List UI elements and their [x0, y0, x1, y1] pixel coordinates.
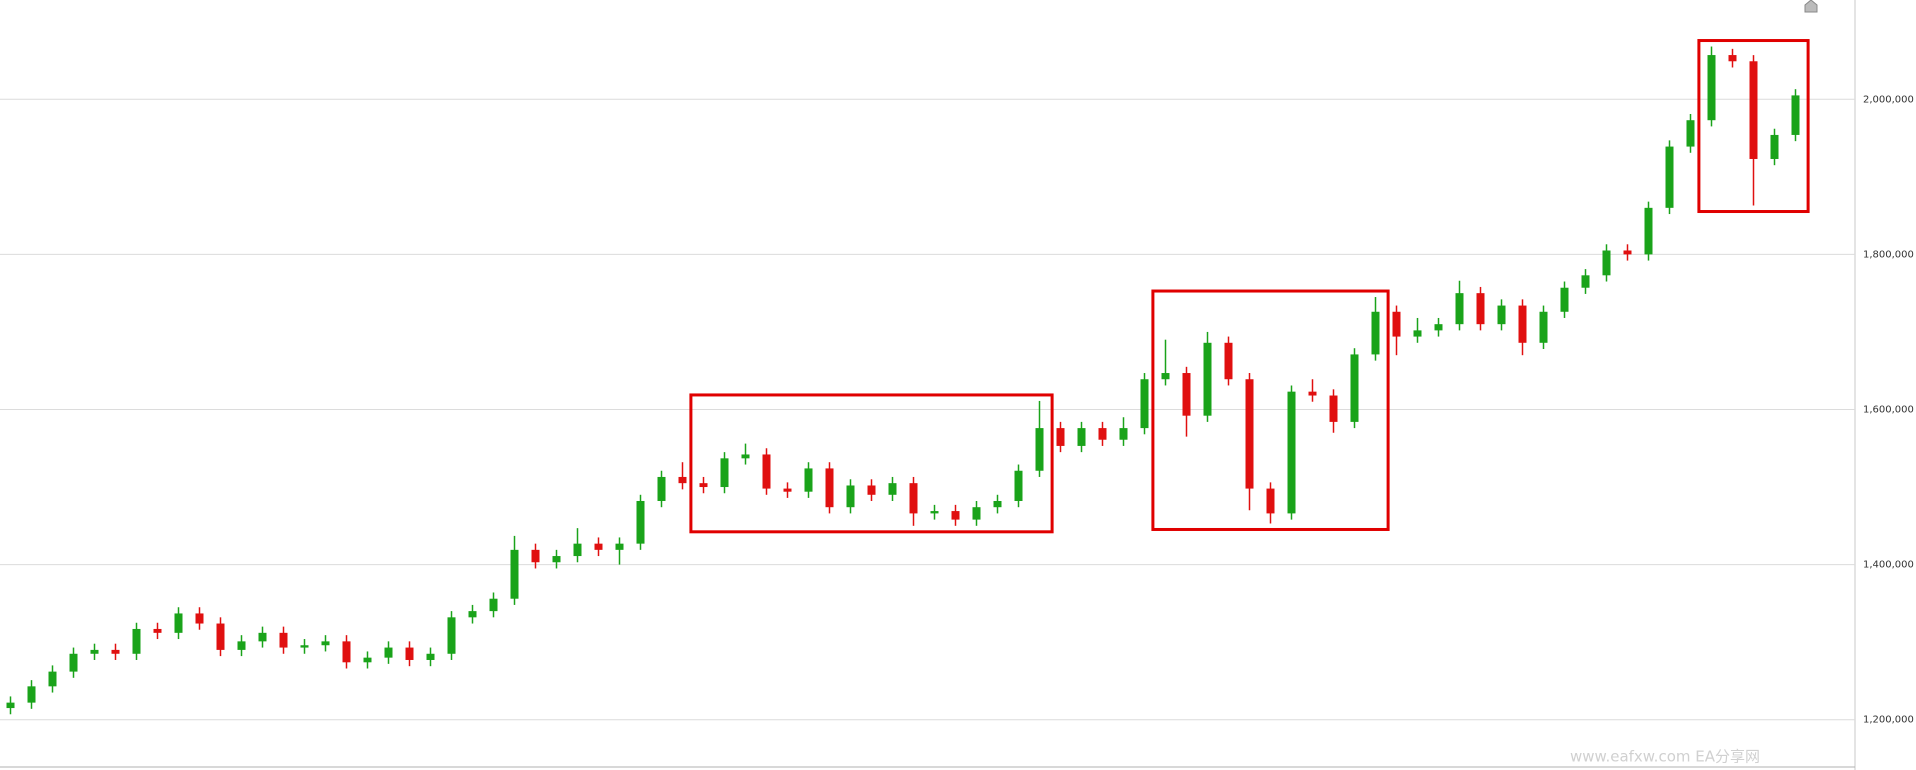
candle-body [1791, 95, 1800, 135]
candle-body [972, 507, 981, 520]
candle-body [1245, 379, 1254, 489]
candle-body [1623, 250, 1632, 255]
candle-body [27, 686, 36, 703]
candle-body [1560, 287, 1569, 312]
candle-body [1035, 428, 1044, 471]
candle-body [678, 476, 687, 484]
y-tick-label: 2,000,000 [1863, 94, 1914, 105]
candle-body [1056, 428, 1065, 446]
candle-body [1182, 373, 1191, 416]
watermark: www.eafxw.com EA分享网 [1570, 748, 1760, 766]
candle-body [720, 458, 729, 488]
candle-body [1266, 488, 1275, 514]
candle-body [132, 628, 141, 654]
candle-body [993, 500, 1002, 508]
candle-body [1518, 305, 1527, 343]
candle-body [1224, 342, 1233, 380]
candle-body [1539, 311, 1548, 343]
candle-body [1497, 305, 1506, 325]
candle-body [825, 468, 834, 508]
candle-body [1455, 293, 1464, 325]
y-tick-label: 1,200,000 [1863, 715, 1914, 726]
candle-body [216, 623, 225, 650]
candle-body [699, 483, 708, 488]
candle-body [741, 454, 750, 459]
candle-body [90, 649, 99, 654]
candle-body [951, 511, 960, 520]
candle-body [1077, 428, 1086, 446]
candle-body [1749, 61, 1758, 159]
candle-body [636, 500, 645, 544]
candle-body [405, 647, 414, 660]
candle-body [489, 598, 498, 612]
candle-body [1707, 55, 1716, 121]
candle-body [531, 549, 540, 563]
candle-body [1581, 275, 1590, 288]
candle-body [1392, 311, 1401, 337]
candle-body [888, 483, 897, 495]
candle-body [1770, 134, 1779, 159]
candle-body [657, 476, 666, 501]
candle-body [1329, 395, 1338, 422]
candle-body [510, 549, 519, 599]
candle-body [573, 543, 582, 557]
candle-body [1371, 311, 1380, 355]
candle-body [1434, 324, 1443, 331]
y-tick-label: 1,600,000 [1863, 404, 1914, 415]
candle-body [1728, 55, 1737, 62]
candle-body [909, 483, 918, 514]
candle-body [1413, 330, 1422, 337]
candle-body [300, 645, 309, 648]
home-icon[interactable] [1804, 0, 1818, 13]
candle-body [1665, 146, 1674, 208]
candle-body [930, 511, 939, 514]
candle-body [1014, 470, 1023, 501]
candle-body [1287, 391, 1296, 514]
candle-body [237, 641, 246, 650]
candle-body [426, 653, 435, 660]
highlight-box [689, 393, 1054, 534]
candle-body [468, 611, 477, 618]
candle-body [762, 454, 771, 489]
candle-body [783, 488, 792, 492]
candle-body [153, 628, 162, 633]
candle-body [321, 641, 330, 646]
candle-body [615, 543, 624, 550]
y-tick-label: 1,400,000 [1863, 560, 1914, 571]
candle-body [1203, 342, 1212, 416]
candle-body [174, 613, 183, 633]
candle-body [1119, 428, 1128, 440]
candle-body [384, 647, 393, 658]
candle-body [1140, 379, 1149, 429]
candle-body [6, 702, 15, 709]
candle-body [111, 649, 120, 654]
candle-body [846, 485, 855, 508]
highlight-box [1151, 289, 1390, 531]
candle-body [48, 671, 57, 687]
candle-body [258, 632, 267, 642]
candle-body [342, 641, 351, 663]
candle-body [363, 657, 372, 663]
candle-body [1686, 120, 1695, 147]
candle-body [1098, 428, 1107, 440]
candle-body [552, 556, 561, 563]
y-tick-label: 1,800,000 [1863, 249, 1914, 260]
candle-body [1308, 391, 1317, 396]
candle-body [447, 617, 456, 654]
candle-body [1476, 293, 1485, 325]
candle-body [594, 543, 603, 550]
candle-body [279, 632, 288, 648]
highlight-box [1697, 39, 1810, 214]
candle-body [195, 613, 204, 624]
candle-body [1602, 250, 1611, 276]
candle-body [1161, 373, 1170, 380]
candle-body [69, 653, 78, 672]
candle-body [1350, 354, 1359, 422]
candle-body [804, 468, 813, 492]
candle-body [1644, 207, 1653, 255]
candle-body [867, 485, 876, 495]
